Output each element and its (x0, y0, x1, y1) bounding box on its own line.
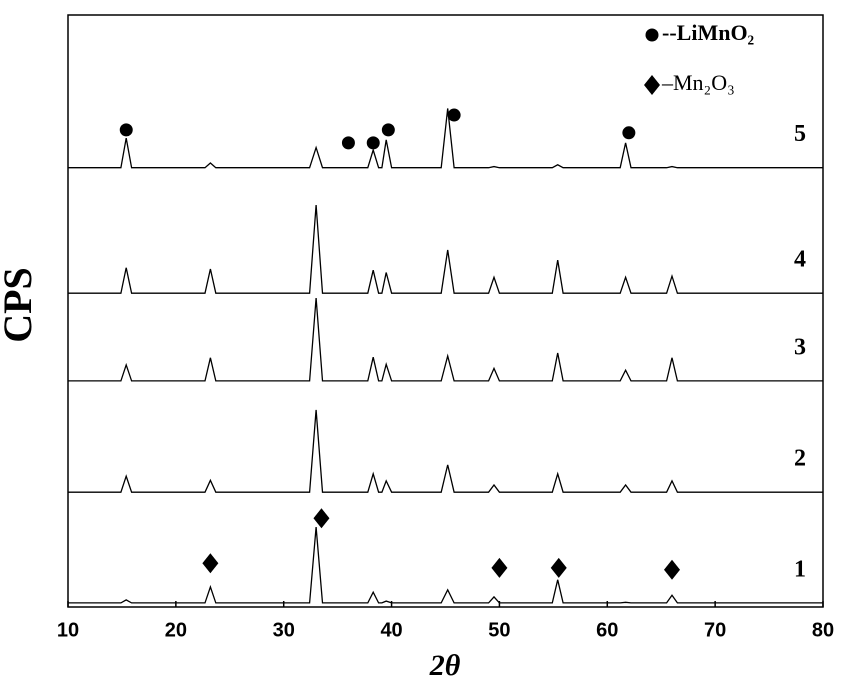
xrd-trace (68, 410, 823, 492)
peak-marker (367, 136, 380, 149)
legend-symbol (646, 29, 659, 42)
series-label: 3 (794, 334, 806, 360)
xrd-trace (68, 109, 823, 168)
peak-marker (664, 560, 680, 580)
xrd-trace (68, 205, 823, 293)
peak-marker (120, 123, 133, 136)
peak-marker (313, 508, 329, 528)
xrd-trace (68, 527, 823, 603)
series-label: 5 (794, 121, 806, 147)
y-axis-label: CPS (0, 267, 40, 343)
peak-marker (448, 109, 461, 122)
chart: 2θ CPS 10 20 30 40 50 60 70 80 1 2 3 4 5 --LiMnO₂ –Mn₂… (0, 0, 844, 690)
x-tick-label: 50 (488, 619, 510, 641)
x-tick-label: 60 (596, 619, 618, 641)
peak-marker (382, 123, 395, 136)
peak-marker (342, 136, 355, 149)
x-tick-label: 70 (704, 619, 726, 641)
x-tick-label: 10 (57, 619, 79, 641)
x-tick-label: 20 (165, 619, 187, 641)
peak-marker (622, 126, 635, 139)
x-tick-label: 30 (273, 619, 295, 641)
peak-marker (551, 558, 567, 578)
plot-frame (68, 15, 823, 607)
x-tick-label: 80 (812, 619, 834, 641)
x-axis-label: 2θ (429, 649, 461, 682)
legend-symbol (644, 75, 660, 95)
series-label: 1 (794, 556, 806, 582)
legend-label: --LiMnO₂ (662, 20, 755, 45)
peak-marker (491, 558, 507, 578)
xrd-trace (68, 298, 823, 381)
series-label: 4 (794, 247, 806, 273)
series-label: 2 (794, 446, 806, 472)
peak-marker (202, 553, 218, 573)
x-tick-label: 40 (380, 619, 402, 641)
legend-label: –Mn₂O₃ (661, 70, 735, 95)
